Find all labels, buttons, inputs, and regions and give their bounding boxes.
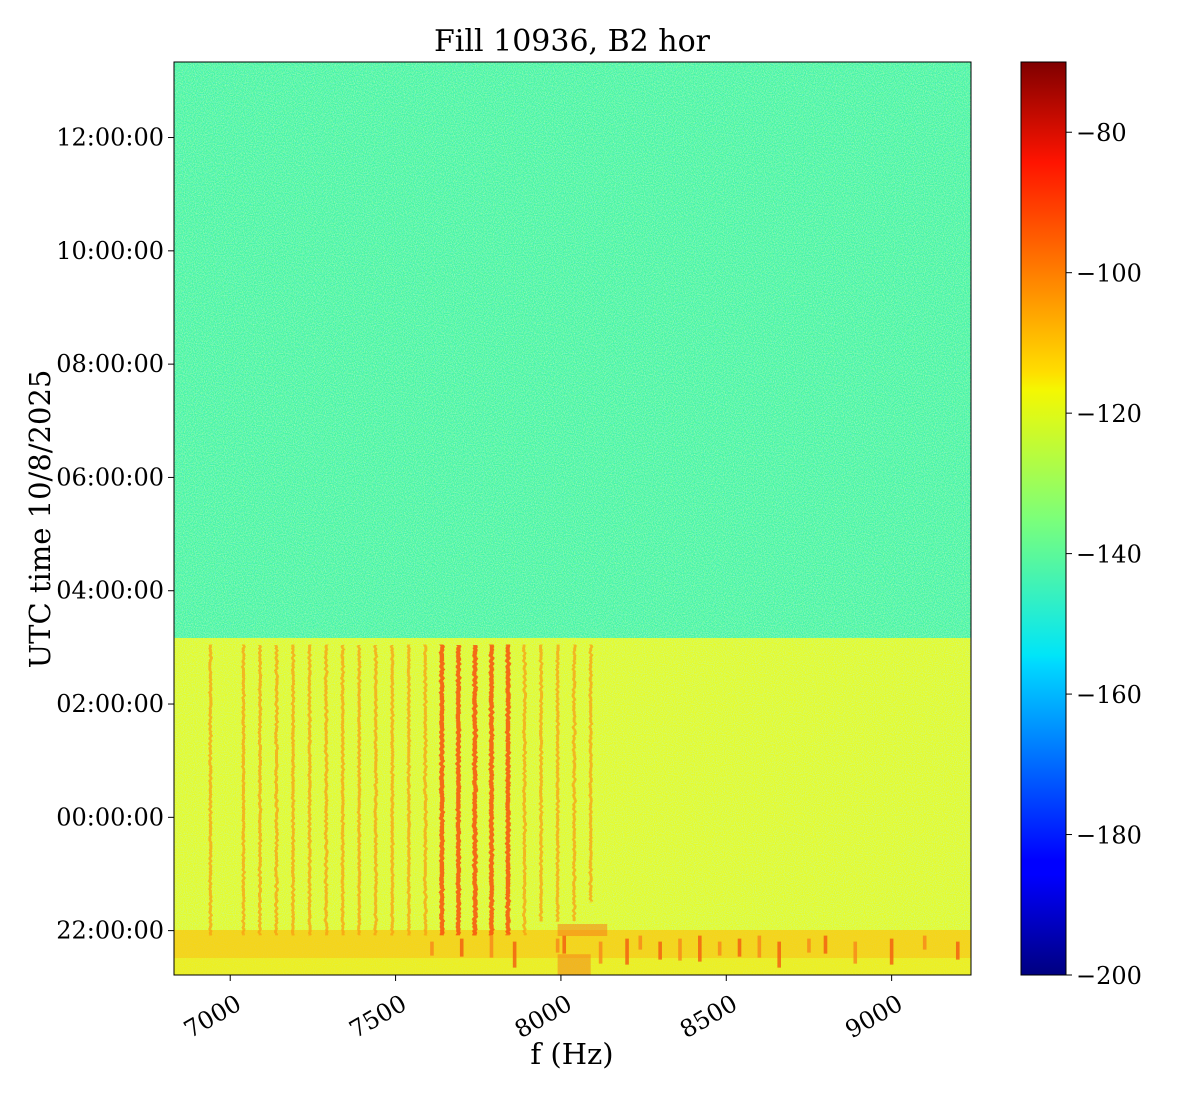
x-tick-label: 7000 [179, 989, 246, 1044]
spectral-line [472, 644, 478, 936]
burst-mark [678, 938, 682, 961]
colorbar [1020, 61, 1067, 976]
burst-mark [489, 935, 494, 958]
chart-title: Fill 10936, B2 hor [434, 24, 711, 59]
spectral-line [439, 644, 445, 936]
spectral-line [556, 644, 560, 922]
burst-patch [557, 924, 608, 937]
y-axis: 12:00:00 10:00:00 08:00:00 06:00:00 04:00:00… [56, 124, 174, 945]
burst-mark [512, 941, 517, 968]
spectral-line [324, 644, 328, 936]
spectral-line [390, 644, 394, 936]
spectral-line [407, 644, 411, 936]
colorbar-tick-label: −100 [1076, 260, 1142, 288]
colorbar-tick-label: −120 [1076, 400, 1142, 428]
spectral-line [589, 644, 593, 903]
active-noise-texture [174, 638, 971, 975]
background-noise-speckle [174, 62, 971, 638]
burst-mark [823, 935, 828, 954]
spectral-line [208, 644, 212, 936]
y-axis-label: UTC time 10/8/2025 [23, 370, 57, 669]
y-tick-label: 08:00:00 [56, 350, 164, 378]
burst-mark [430, 941, 434, 956]
x-tick-label: 9000 [841, 989, 908, 1044]
x-tick-label: 8500 [675, 989, 742, 1044]
burst-mark [955, 941, 960, 960]
spectral-lines [208, 644, 593, 936]
spectral-line [341, 644, 345, 936]
burst-mark [777, 941, 781, 968]
burst-mark [757, 935, 762, 958]
plot-frame [173, 61, 972, 976]
spectral-line [523, 644, 527, 936]
colorbar-tick-label: −180 [1076, 822, 1142, 850]
burst-mark [625, 938, 629, 965]
y-tick-label: 12:00:00 [56, 124, 164, 152]
burst-mark [698, 935, 702, 962]
burst-mark [658, 941, 662, 960]
burst-mark [807, 938, 811, 953]
burst-mark [717, 941, 722, 956]
burst-mark [638, 935, 643, 950]
spectral-line [374, 644, 378, 936]
colorbar-ticks: −80 −100 −120 −140 −160 −180 −200 [1066, 119, 1142, 990]
spectral-line [505, 644, 511, 936]
wideband-burst-band-lower [174, 958, 971, 975]
y-tick-label: 02:00:00 [56, 690, 164, 718]
spectral-line [308, 644, 312, 936]
burst-mark [555, 938, 560, 953]
burst-marks [430, 924, 960, 975]
burst-mark [853, 941, 858, 964]
spectrogram-plot [174, 62, 971, 975]
x-axis-label: f (Hz) [530, 1037, 613, 1071]
burst-mark [562, 935, 567, 954]
colorbar-tick-label: −200 [1076, 962, 1142, 990]
spectral-line [423, 644, 427, 936]
x-tick-label: 8000 [510, 989, 577, 1044]
spectral-line [258, 644, 262, 936]
x-axis: 7000 7500 8000 8500 9000 [179, 975, 907, 1044]
colorbar-tick-label: −80 [1076, 119, 1127, 147]
spectral-line [539, 644, 543, 922]
burst-mark [922, 935, 927, 950]
y-tick-label: 10:00:00 [56, 237, 164, 265]
burst-mark [598, 941, 603, 964]
y-tick-label: 22:00:00 [56, 917, 164, 945]
y-tick-label: 04:00:00 [56, 577, 164, 605]
spectral-line [456, 644, 461, 936]
colorbar-tick-label: −160 [1076, 681, 1142, 709]
spectral-line [275, 644, 279, 936]
spectral-line [241, 644, 245, 936]
burst-mark [889, 938, 894, 965]
x-tick-label: 7500 [344, 989, 411, 1044]
y-tick-label: 00:00:00 [56, 803, 164, 831]
spectral-line [357, 644, 361, 936]
burst-patch [557, 954, 591, 975]
burst-mark [737, 938, 742, 957]
spectral-line [489, 644, 494, 936]
burst-mark [459, 938, 464, 957]
spectral-line [572, 644, 576, 922]
colorbar-tick-label: −140 [1076, 541, 1142, 569]
spectral-line [291, 644, 295, 936]
y-tick-label: 06:00:00 [56, 463, 164, 491]
